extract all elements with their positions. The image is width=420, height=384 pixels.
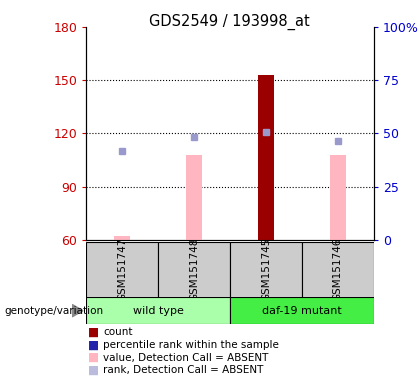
Bar xyxy=(186,155,202,240)
Bar xyxy=(158,242,230,298)
Bar xyxy=(330,155,346,240)
Text: rank, Detection Call = ABSENT: rank, Detection Call = ABSENT xyxy=(103,365,263,375)
Bar xyxy=(230,297,374,324)
Text: GSM151747: GSM151747 xyxy=(117,238,127,301)
Text: GDS2549 / 193998_at: GDS2549 / 193998_at xyxy=(149,13,309,30)
Polygon shape xyxy=(72,305,83,317)
Bar xyxy=(302,242,374,298)
Bar xyxy=(86,242,158,298)
Text: ■: ■ xyxy=(88,326,99,339)
Text: wild type: wild type xyxy=(133,306,184,316)
Bar xyxy=(114,237,130,240)
Text: percentile rank within the sample: percentile rank within the sample xyxy=(103,340,279,350)
Text: daf-19 mutant: daf-19 mutant xyxy=(262,306,342,316)
Text: ■: ■ xyxy=(88,351,99,364)
Text: GSM151748: GSM151748 xyxy=(189,238,199,301)
Bar xyxy=(230,242,302,298)
Text: GSM151746: GSM151746 xyxy=(333,238,343,301)
Text: ■: ■ xyxy=(88,338,99,351)
Text: value, Detection Call = ABSENT: value, Detection Call = ABSENT xyxy=(103,353,268,362)
Bar xyxy=(258,75,274,240)
Bar xyxy=(86,297,230,324)
Text: count: count xyxy=(103,327,132,337)
Text: GSM151745: GSM151745 xyxy=(261,238,271,301)
Text: ■: ■ xyxy=(88,364,99,377)
Text: genotype/variation: genotype/variation xyxy=(4,306,103,316)
